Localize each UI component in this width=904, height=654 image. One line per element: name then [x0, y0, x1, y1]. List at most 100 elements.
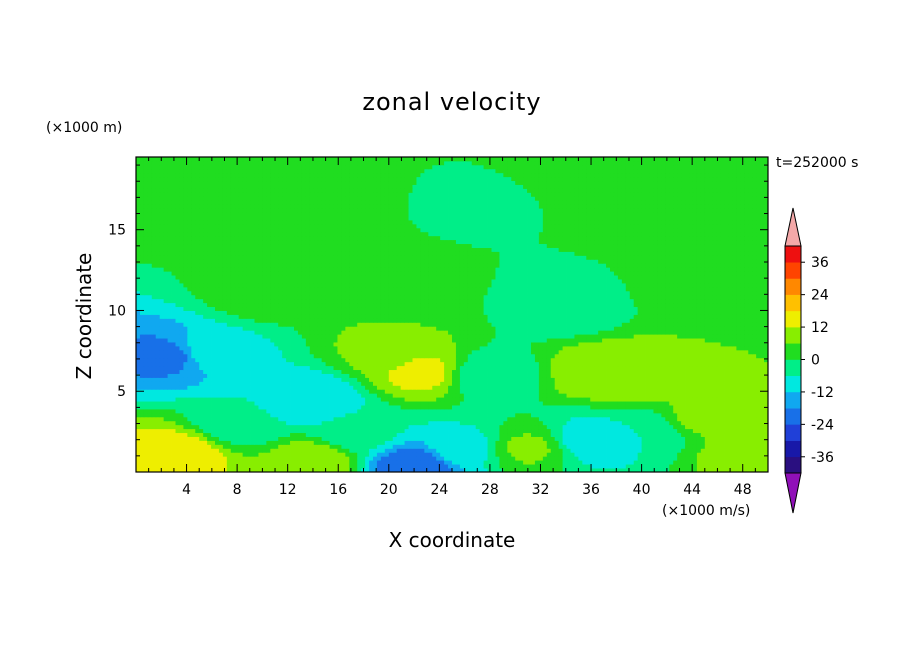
field-cell — [708, 357, 714, 363]
field-cell — [602, 456, 607, 461]
field-cell — [337, 365, 342, 371]
field-cell — [661, 349, 666, 355]
field-cell — [689, 440, 694, 445]
field-cell — [487, 420, 492, 426]
field-cell — [139, 409, 145, 414]
field-cell — [412, 357, 417, 363]
field-cell — [392, 436, 398, 441]
field-cell — [748, 460, 753, 465]
field-cell — [428, 373, 433, 378]
field-cell — [301, 452, 307, 457]
field-cell — [760, 353, 765, 359]
field-cell — [278, 428, 283, 434]
field-cell — [305, 420, 311, 426]
field-cell — [262, 389, 267, 394]
field-cell — [388, 365, 394, 371]
field-cell — [475, 349, 481, 355]
field-cell — [309, 405, 315, 410]
field-cell — [369, 428, 374, 434]
field-cell — [250, 448, 255, 453]
field-cell — [361, 361, 366, 367]
field-cell — [297, 361, 303, 367]
field-cell — [562, 409, 567, 414]
field-cell — [760, 424, 765, 430]
field-cell — [764, 460, 768, 465]
field-cell — [534, 369, 540, 374]
field-cell — [534, 412, 540, 418]
field-cell — [507, 468, 512, 472]
field-cell — [732, 357, 737, 363]
field-cell — [546, 436, 552, 441]
field-cell — [610, 381, 615, 386]
field-cell — [309, 409, 315, 414]
field-cell — [550, 432, 556, 437]
field-cell — [349, 420, 354, 426]
field-cell — [661, 416, 666, 422]
field-cell — [155, 424, 161, 430]
field-cell — [345, 349, 350, 355]
field-cell — [448, 353, 453, 359]
field-cell — [325, 468, 330, 472]
field-cell — [416, 405, 421, 410]
field-cell — [649, 436, 654, 441]
field-cell — [432, 361, 437, 367]
field-cell — [740, 377, 745, 382]
field-cell — [167, 412, 172, 418]
field-cell — [594, 381, 599, 386]
field-cell — [143, 444, 149, 449]
field-cell — [151, 353, 157, 359]
field-cell — [673, 397, 678, 402]
field-cell — [325, 464, 330, 469]
field-cell — [215, 389, 220, 394]
field-cell — [764, 444, 768, 449]
field-cell — [538, 397, 544, 402]
field-cell — [365, 357, 370, 363]
field-cell — [558, 373, 563, 378]
field-cell — [728, 456, 733, 461]
field-cell — [463, 377, 469, 382]
field-cell — [471, 389, 477, 394]
field-cell — [538, 365, 544, 371]
field-cell — [400, 377, 405, 382]
field-cell — [542, 464, 548, 469]
field-cell — [400, 412, 405, 418]
field-cell — [748, 456, 753, 461]
field-cell — [475, 393, 481, 398]
field-cell — [392, 460, 398, 465]
field-cell — [523, 373, 528, 378]
field-cell — [621, 448, 627, 453]
field-cell — [570, 412, 575, 418]
field-cell — [258, 377, 263, 382]
field-cell — [700, 361, 706, 367]
field-cell — [475, 357, 481, 363]
field-cell — [384, 412, 390, 418]
field-cell — [752, 452, 757, 457]
field-cell — [606, 416, 611, 422]
field-cell — [538, 432, 544, 437]
field-cell — [384, 409, 390, 414]
field-cell — [167, 373, 172, 378]
field-cell — [756, 377, 761, 382]
field-cell — [151, 432, 157, 437]
field-cell — [388, 353, 394, 359]
field-cell — [266, 452, 271, 457]
field-cell — [341, 440, 346, 445]
field-cell — [416, 349, 421, 355]
field-cell — [448, 464, 453, 469]
field-cell — [483, 369, 488, 374]
field-cell — [286, 444, 291, 449]
field-cell — [412, 365, 417, 371]
field-cell — [661, 369, 666, 374]
field-cell — [594, 369, 599, 374]
field-cell — [602, 420, 607, 426]
field-cell — [602, 432, 607, 437]
field-cell — [503, 460, 508, 465]
field-cell — [531, 349, 536, 355]
field-cell — [570, 464, 575, 469]
field-cell — [452, 448, 457, 453]
field-cell — [167, 401, 172, 406]
field-cell — [353, 397, 358, 402]
field-cell — [286, 412, 291, 418]
field-cell — [610, 397, 615, 402]
field-cell — [562, 361, 567, 367]
